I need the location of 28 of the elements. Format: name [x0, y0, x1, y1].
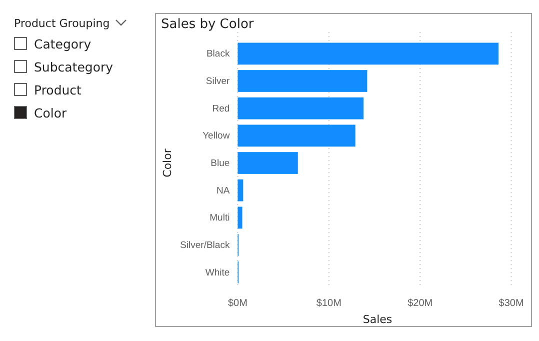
chart-title: Sales by Color: [161, 17, 254, 32]
x-axis-title: Sales: [362, 313, 392, 326]
y-tick-label: Silver: [206, 76, 230, 88]
bar: [238, 152, 298, 174]
y-tick-label: Multi: [210, 212, 230, 224]
text: Category: [34, 36, 92, 52]
y-tick-label: Silver/Black: [180, 240, 230, 252]
y-tick-label: NA: [216, 185, 230, 196]
y-tick-label: Black: [206, 48, 230, 60]
x-tick-label: $30M: [498, 298, 524, 310]
bar: [238, 97, 364, 120]
bar: [238, 70, 368, 92]
y-tick-label: Blue: [210, 158, 230, 170]
bar: [238, 206, 242, 229]
y-tick-label: Yellow: [202, 130, 230, 142]
y-tick-label: Red: [212, 103, 230, 114]
bar: [238, 42, 499, 65]
x-tick-label: $20M: [408, 298, 433, 310]
x-tick-label: $0M: [228, 298, 248, 310]
text: Product: [34, 82, 82, 98]
text: Subcategory: [34, 60, 114, 74]
bar: [238, 124, 356, 147]
bar: [238, 179, 244, 202]
y-axis-title: Color: [161, 148, 174, 178]
x-tick-label: $10M: [316, 298, 342, 310]
text: Color: [34, 106, 68, 120]
text: Product Grouping: [14, 17, 110, 30]
y-tick-label: White: [205, 267, 230, 278]
